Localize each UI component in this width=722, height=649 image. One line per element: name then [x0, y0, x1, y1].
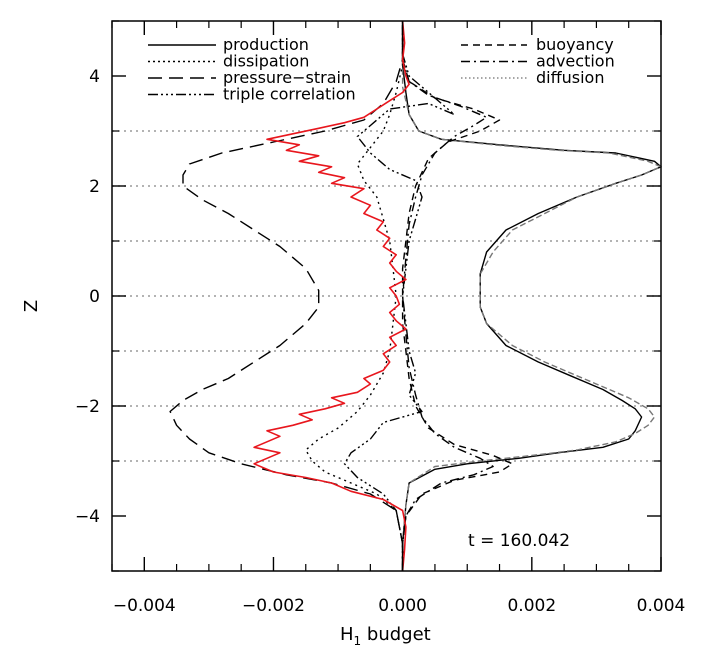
- series-group: [169, 20, 662, 572]
- legend-label: buoyancy: [536, 35, 614, 54]
- y-tick-label: 2: [89, 177, 100, 197]
- series-line: [253, 20, 410, 572]
- legend-label: triple correlation: [223, 85, 356, 104]
- y-tick-label: 0: [89, 287, 100, 307]
- y-tick-label: −2: [75, 397, 100, 417]
- x-tick-label: 0.002: [507, 596, 556, 616]
- time-annotation: t = 160.042: [468, 531, 570, 551]
- y-tick-label: 4: [89, 67, 100, 87]
- legend-label: production: [223, 35, 309, 54]
- x-axis-title: H1 budget: [340, 624, 431, 648]
- series-line: [401, 21, 662, 571]
- y-tick-label: −4: [75, 507, 100, 527]
- legend: productiondissipationpressure−straintrip…: [148, 35, 615, 104]
- ticks: −0.004 −0.002 0.000 0.002 0.004 −4 −2 0 2 4: [75, 20, 686, 616]
- legend-label: diffusion: [536, 68, 604, 87]
- legend-label: dissipation: [223, 52, 309, 71]
- x-tick-label: −0.004: [113, 596, 176, 616]
- legend-label: pressure−strain: [223, 68, 351, 87]
- series-line: [401, 21, 514, 571]
- x-axis-title-subscript: 1: [354, 634, 362, 648]
- y-axis-title: Z: [21, 300, 42, 312]
- series-line: [343, 21, 455, 571]
- gridlines: [112, 130, 661, 462]
- series-line: [401, 21, 494, 571]
- x-tick-label: 0.004: [637, 596, 686, 616]
- legend-label: advection: [536, 52, 615, 71]
- x-axis-title-main: H: [340, 624, 354, 645]
- x-axis-title-suffix: budget: [361, 624, 431, 645]
- x-tick-label: −0.002: [242, 596, 305, 616]
- x-tick-label: 0.000: [378, 596, 427, 616]
